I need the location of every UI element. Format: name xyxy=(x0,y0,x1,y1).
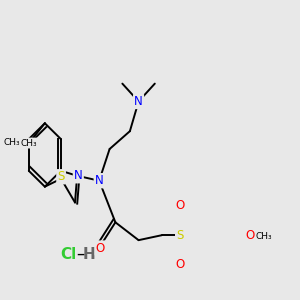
Text: O: O xyxy=(176,258,185,272)
Text: Cl: Cl xyxy=(60,247,76,262)
Text: CH₃: CH₃ xyxy=(3,138,20,147)
Text: N: N xyxy=(74,169,83,182)
Text: O: O xyxy=(96,242,105,255)
Text: O: O xyxy=(176,199,185,212)
Text: N: N xyxy=(95,174,103,187)
Text: CH₃: CH₃ xyxy=(20,139,37,148)
Text: CH₃: CH₃ xyxy=(255,232,272,241)
Text: O: O xyxy=(245,229,254,242)
Text: N: N xyxy=(134,95,143,108)
Text: S: S xyxy=(57,170,65,183)
Text: S: S xyxy=(177,229,184,242)
Text: H: H xyxy=(83,247,96,262)
Text: –: – xyxy=(76,245,85,263)
